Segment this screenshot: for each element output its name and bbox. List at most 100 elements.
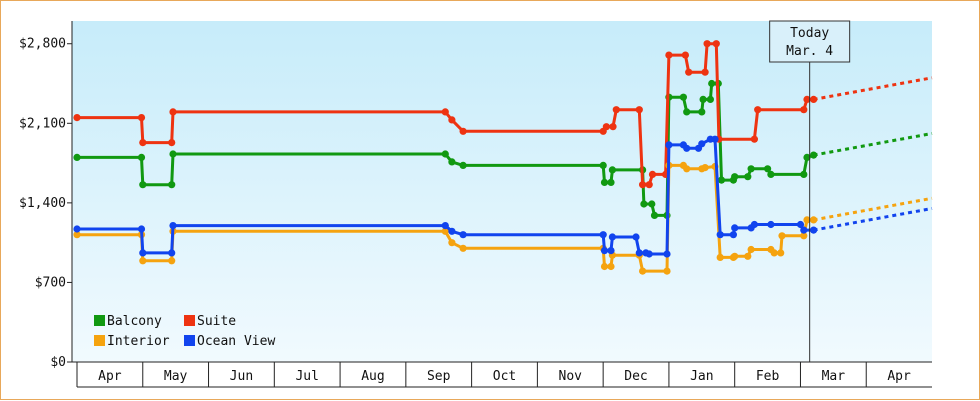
- data-point-balcony: [744, 173, 752, 181]
- data-point-suite: [169, 108, 177, 116]
- x-tick-label: Dec: [624, 369, 647, 384]
- data-point-ocean-view: [607, 247, 615, 255]
- data-point-interior: [716, 253, 724, 261]
- data-point-interior: [683, 165, 691, 173]
- data-point-suite: [803, 95, 811, 103]
- data-point-balcony: [640, 200, 648, 208]
- data-point-balcony: [648, 200, 656, 208]
- data-point-balcony: [599, 161, 607, 169]
- data-point-interior: [168, 257, 176, 265]
- data-point-balcony: [73, 153, 81, 161]
- x-tick-label: Oct: [493, 369, 516, 384]
- data-point-interior: [803, 216, 811, 224]
- data-point-suite: [459, 127, 467, 135]
- data-point-balcony: [459, 161, 467, 169]
- x-tick-label: Apr: [887, 369, 911, 384]
- data-point-suite: [609, 123, 617, 131]
- today-date: Mar. 4: [786, 44, 833, 59]
- legend-swatch-suite: [184, 315, 195, 326]
- x-axis: Apr May Jun Jul Aug Sep Oct Nov Dec Jan Feb Mar Apr: [72, 361, 932, 388]
- data-point-ocean-view: [635, 249, 643, 257]
- x-tick-label: Jul: [295, 369, 318, 384]
- data-point-ocean-view: [137, 225, 146, 233]
- data-point-suite: [73, 114, 81, 122]
- data-point-balcony: [800, 170, 808, 178]
- data-point-balcony: [708, 79, 716, 88]
- data-point-suite: [685, 68, 693, 76]
- data-point-suite: [639, 181, 647, 189]
- data-point-suite: [168, 139, 176, 147]
- today-marker: Today Mar. 4: [769, 20, 851, 362]
- data-point-suite: [648, 170, 657, 178]
- data-point-suite: [712, 40, 720, 48]
- series-ocean-view: [73, 135, 933, 258]
- legend-label-suite: Suite: [197, 314, 236, 329]
- data-point-balcony: [139, 181, 147, 189]
- x-tick-label: Feb: [756, 369, 780, 384]
- legend-label-balcony: Balcony: [107, 314, 162, 329]
- x-tick-label: Aug: [361, 369, 384, 384]
- data-point-balcony: [698, 108, 706, 116]
- data-point-balcony: [717, 176, 726, 184]
- data-point-balcony: [168, 181, 176, 189]
- data-point-interior: [778, 232, 786, 240]
- today-box: [769, 20, 851, 63]
- legend-label-ocean-view: Ocean View: [197, 334, 275, 349]
- data-point-ocean-view: [139, 249, 147, 257]
- data-point-suite: [665, 51, 673, 59]
- legend-swatch-balcony: [94, 315, 105, 326]
- data-point-suite: [703, 40, 711, 48]
- data-point-suite: [139, 139, 147, 147]
- today-label: Today: [790, 26, 829, 41]
- y-tick-label: $700: [35, 275, 66, 290]
- data-point-ocean-view: [645, 250, 653, 258]
- data-point-ocean-view: [729, 231, 738, 239]
- data-point-ocean-view: [665, 141, 673, 149]
- data-point-interior: [441, 227, 449, 235]
- data-point-suite: [612, 106, 620, 114]
- plot-area: [72, 21, 932, 362]
- data-point-suite: [800, 106, 808, 114]
- data-point-suite: [448, 116, 456, 124]
- data-point-ocean-view: [599, 231, 607, 239]
- y-tick-label: $2,100: [19, 116, 66, 131]
- data-point-balcony: [747, 165, 755, 173]
- data-point-ocean-view: [600, 247, 609, 255]
- data-point-balcony: [608, 166, 617, 174]
- data-point-ocean-view: [169, 222, 177, 230]
- data-point-balcony: [441, 150, 449, 158]
- data-point-suite: [137, 114, 146, 122]
- data-point-balcony: [764, 165, 772, 173]
- data-point-balcony: [137, 153, 146, 161]
- data-point-interior: [459, 244, 467, 252]
- data-point-ocean-view: [632, 233, 640, 241]
- data-point-ocean-view: [711, 135, 719, 143]
- data-point-balcony: [731, 173, 739, 181]
- legend-swatch-ocean-view: [184, 335, 195, 346]
- data-point-balcony: [803, 153, 811, 161]
- data-point-ocean-view: [731, 224, 739, 232]
- data-point-balcony: [448, 158, 456, 166]
- data-point-balcony: [706, 95, 715, 103]
- data-point-interior: [800, 232, 808, 240]
- x-tick-label: Jun: [230, 369, 253, 384]
- data-point-interior: [607, 262, 615, 271]
- data-point-ocean-view: [168, 249, 176, 257]
- data-point-suite: [750, 135, 759, 143]
- data-point-suite: [645, 181, 653, 189]
- data-point-suite: [602, 123, 611, 131]
- series-suite: [73, 40, 933, 189]
- data-point-ocean-view: [608, 233, 617, 241]
- data-point-balcony: [607, 178, 615, 186]
- data-point-balcony: [679, 93, 688, 101]
- data-point-interior: [744, 252, 752, 260]
- data-point-ocean-view: [73, 225, 81, 233]
- data-point-suite: [681, 51, 690, 59]
- data-point-interior: [600, 262, 609, 271]
- data-point-balcony: [600, 178, 609, 186]
- data-point-ocean-view: [750, 220, 759, 229]
- data-point-ocean-view: [441, 222, 449, 230]
- x-tick-label: Mar: [822, 369, 846, 384]
- data-point-suite: [701, 68, 709, 76]
- legend: Balcony Suite Interior Ocean View: [94, 314, 275, 349]
